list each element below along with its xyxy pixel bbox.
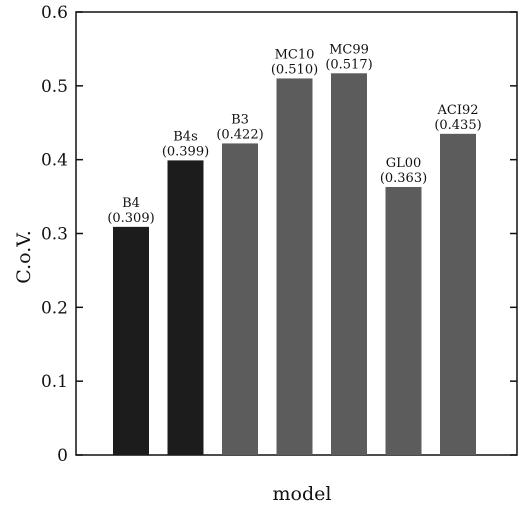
y-axis-ticks: 0 0.1 0.2 0.3 0.4 0.5 0.6 <box>41 3 517 466</box>
bar-category-label: MC99 <box>329 42 369 57</box>
y-tick-label: 0.1 <box>41 372 68 392</box>
y-tick-label: 0 <box>57 446 68 466</box>
bar-category-label: B4s <box>173 129 198 144</box>
bar-category-label: GL00 <box>386 156 422 171</box>
bar-category-label: MC10 <box>275 47 315 62</box>
bar-b3 <box>222 143 258 455</box>
bar-value-label: (0.422) <box>216 127 263 142</box>
bar-category-label: ACI92 <box>436 103 478 118</box>
bar-value-label: (0.517) <box>325 57 372 72</box>
bar-gl00 <box>385 186 422 456</box>
y-tick-label: 0.5 <box>41 77 68 97</box>
bars <box>113 73 476 456</box>
bar-value-label: (0.510) <box>271 62 318 77</box>
bar-value-label: (0.309) <box>107 211 154 226</box>
bar-mc99 <box>331 73 367 455</box>
bar-labels: B4(0.309) B4s(0.399) B3(0.422) MC10(0.510) M… <box>107 42 481 226</box>
bar-value-label: (0.399) <box>162 144 209 159</box>
y-tick-label: 0.6 <box>41 3 68 23</box>
y-tick-label: 0.3 <box>41 225 68 245</box>
y-axis-title: C.o.V. <box>13 230 35 283</box>
y-tick-label: 0.2 <box>41 298 68 318</box>
bar-b4 <box>113 226 149 455</box>
x-axis-title: model <box>273 483 332 505</box>
bar-b4s <box>167 160 204 455</box>
bar-value-label: (0.363) <box>380 171 427 186</box>
bar-mc10 <box>276 78 313 455</box>
bar-category-label: B4 <box>122 196 140 211</box>
bar-aci92 <box>440 133 476 455</box>
y-tick-label: 0.4 <box>41 151 68 171</box>
bar-value-label: (0.435) <box>434 118 481 133</box>
bar-category-label: B3 <box>231 112 249 127</box>
